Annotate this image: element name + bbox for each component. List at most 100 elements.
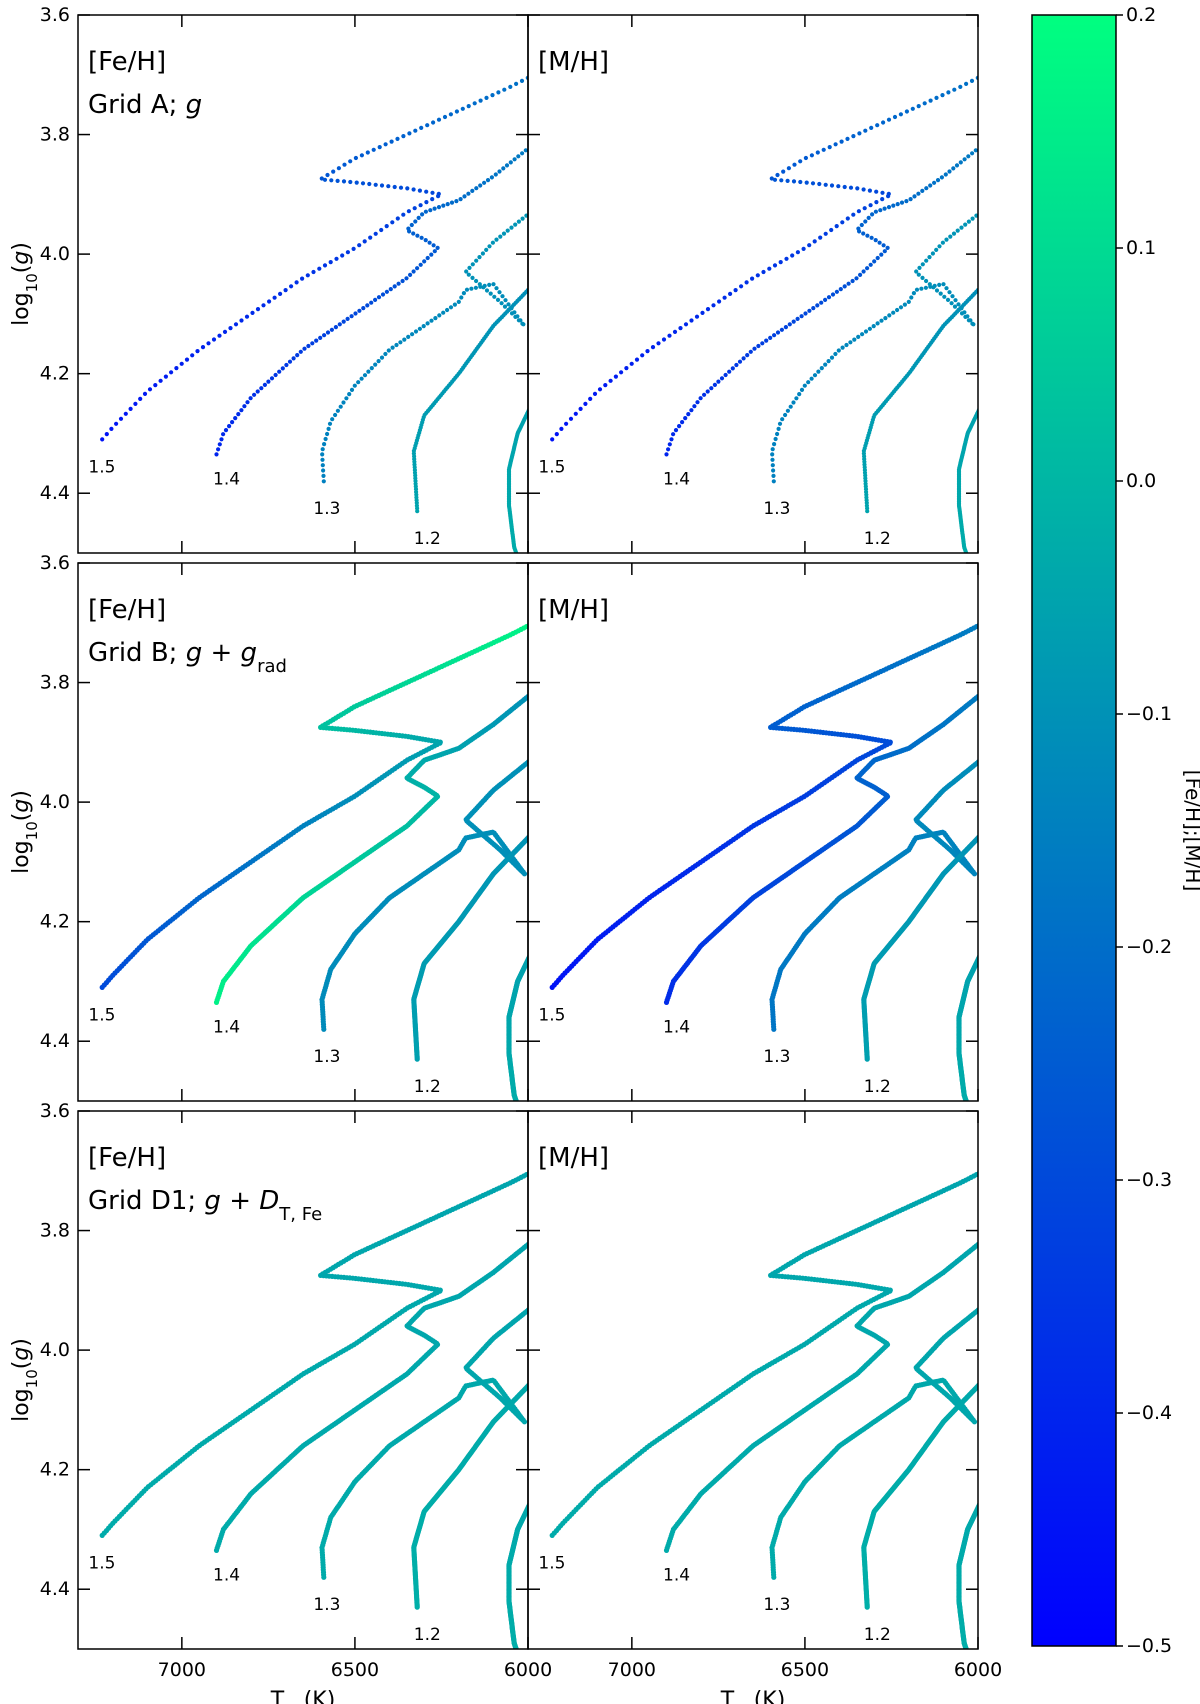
track-point-1.3 [593, 1253, 598, 1258]
track-point-1.4 [310, 341, 315, 346]
mass-label: 1.5 [88, 1005, 115, 1025]
track-point-1.3 [993, 198, 997, 202]
track-point-1.4 [680, 420, 685, 425]
track-point-1.2 [553, 807, 558, 812]
track-point-1.3 [844, 342, 849, 348]
track-point-1.4 [865, 233, 870, 238]
track-point-1.3 [376, 359, 381, 364]
track-point-1.5 [195, 349, 200, 354]
track-point-1.4 [536, 686, 541, 691]
track-point-1.2 [530, 1379, 535, 1384]
track-point-1.1 [523, 579, 527, 583]
track-point-1.5 [916, 104, 921, 109]
track-point-1.5 [634, 357, 640, 362]
track-point-1.5 [940, 93, 945, 98]
track-point-1.4 [280, 366, 285, 371]
track-point-1.3 [569, 725, 574, 730]
track-point-1.4 [912, 194, 917, 199]
track-point-1.3 [911, 291, 916, 296]
track-point-1.5 [767, 266, 772, 271]
track-point-1.2 [994, 816, 999, 821]
track-point-1.2 [996, 815, 1001, 820]
track-point-1.4 [563, 663, 568, 668]
track-point-1.5 [294, 280, 299, 285]
track-point-1.3 [785, 408, 790, 413]
track-point-1.4 [589, 642, 594, 647]
track-point-1.1 [524, 1131, 529, 1136]
track-point-1.4 [895, 202, 900, 207]
track-point-1.1 [517, 1108, 522, 1113]
track-point-1.3 [548, 741, 553, 746]
track-point-1.1 [514, 1101, 519, 1106]
track-point-1.3 [571, 723, 576, 728]
track-point-1.5 [880, 190, 885, 195]
track-point-1.2 [983, 828, 988, 833]
track-point-1.2 [558, 802, 563, 807]
track-point-1.3 [1003, 737, 1008, 742]
track-point-1.4 [570, 658, 575, 663]
mass-label: 1.3 [313, 499, 340, 519]
track-point-1.4 [756, 343, 761, 349]
track-point-1.5 [392, 184, 397, 190]
track-point-1.2 [557, 256, 561, 260]
mass-label: 1.2 [414, 1077, 441, 1097]
track-point-1.3 [833, 351, 838, 357]
track-point-1.3 [1010, 732, 1015, 737]
track-point-1.2 [533, 828, 538, 833]
track-point-1.3 [577, 1266, 582, 1271]
track-point-1.5 [405, 186, 410, 191]
track-point-1.4 [233, 416, 238, 421]
track-point-1.4 [242, 404, 247, 409]
track-point-1.3 [320, 457, 325, 462]
track-point-1.2 [985, 825, 990, 830]
track-point-1.4 [865, 266, 870, 271]
track-point-1.1 [970, 1117, 975, 1122]
track-point-1.5 [348, 179, 353, 185]
track-point-1.5 [401, 212, 406, 217]
track-point-1.4 [589, 1190, 594, 1195]
track-point-1.3 [953, 298, 958, 303]
track-point-1.3 [934, 288, 940, 293]
track-point-1.4 [333, 325, 338, 330]
track-point-1.3 [559, 1281, 564, 1286]
track-point-1.4 [227, 424, 232, 429]
track-point-1.4 [873, 238, 878, 243]
track-point-1.3 [956, 302, 961, 307]
track-point-1.4 [219, 437, 224, 442]
track-point-1.2 [537, 824, 542, 829]
track-point-1.1 [965, 1103, 970, 1108]
track-point-1.4 [531, 1238, 536, 1243]
track-point-1.3 [1000, 740, 1005, 745]
track-point-1.3 [562, 1278, 567, 1283]
track-point-1.3 [770, 447, 775, 452]
track-point-1.3 [584, 1260, 589, 1265]
track-point-1.3 [567, 726, 572, 731]
track-point-1.3 [794, 396, 799, 401]
track-point-1.5 [411, 187, 416, 192]
track-point-1.3 [474, 258, 479, 263]
track-point-1.4 [284, 362, 289, 368]
track-point-1.4 [783, 325, 788, 330]
track-point-1.4 [482, 180, 487, 185]
track-point-1.4 [702, 392, 707, 397]
track-point-1.5 [982, 73, 986, 77]
track-point-1.4 [858, 272, 863, 277]
track-point-1.5 [373, 182, 378, 187]
track-point-1.2 [544, 816, 549, 821]
track-point-1.2 [540, 274, 544, 278]
track-point-1.5 [389, 139, 394, 144]
track-point-1.3 [550, 192, 554, 196]
track-point-1.2 [533, 281, 537, 285]
track-point-1.1 [516, 1105, 521, 1110]
track-point-1.1 [515, 1104, 520, 1109]
track-point-1.3 [335, 408, 340, 413]
track-point-1.4 [671, 432, 676, 437]
track-point-1.1 [973, 1126, 978, 1131]
track-point-1.4 [752, 346, 757, 351]
track-point-1.5 [722, 295, 727, 300]
mass-label: 1.5 [538, 457, 565, 477]
track-point-1.1 [971, 1120, 976, 1125]
track-point-1.1 [967, 1108, 972, 1113]
track-point-1.4 [322, 333, 327, 338]
track-point-1.5 [379, 227, 384, 233]
